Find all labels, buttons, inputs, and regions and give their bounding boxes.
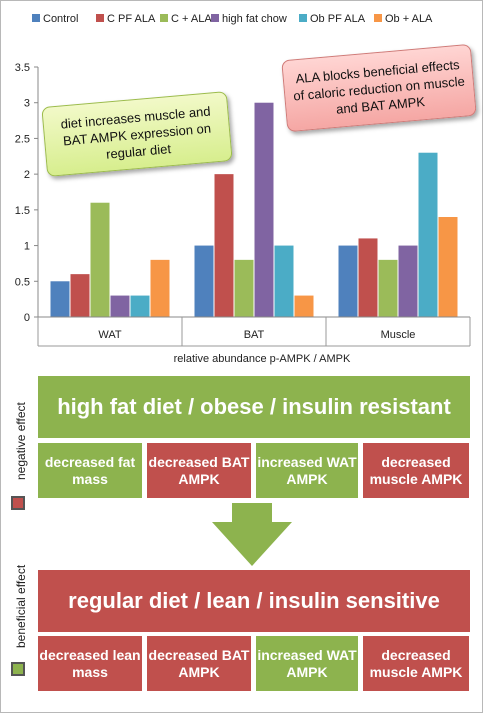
bar-wat-series-5 xyxy=(130,295,150,317)
bottom-cell-3: increased WAT AMPK xyxy=(256,636,358,691)
bottom-condition-box: regular diet / lean / insulin sensitive xyxy=(38,570,470,632)
y-tick-label-2: 1 xyxy=(24,241,30,253)
legend-label-3: C + ALA xyxy=(171,13,212,25)
top-cell-3: increased WAT AMPK xyxy=(256,443,358,498)
bar-bat-series-2 xyxy=(214,174,234,317)
bar-muscle-series-2 xyxy=(358,238,378,317)
negative-effect-label: negative effect xyxy=(14,402,28,480)
legend-swatch-2 xyxy=(96,14,104,22)
legend: Control C PF ALA C + ALA high fat chow Ob PF… xyxy=(32,13,433,25)
bar-wat-series-3 xyxy=(90,202,110,317)
y-tick-label-0: 0 xyxy=(24,312,30,324)
bar-bat-series-3 xyxy=(234,259,254,317)
y-tick-label-4: 2 xyxy=(24,169,30,181)
y-tick-label-7: 3.5 xyxy=(15,62,30,74)
legend-label-4: high fat chow xyxy=(222,13,287,25)
bar-wat-series-4 xyxy=(110,295,130,317)
x-tick-label-wat: WAT xyxy=(98,329,121,341)
x-tick-label-bat: BAT xyxy=(244,329,265,341)
top-cell-1: decreased fat mass xyxy=(38,443,142,498)
beneficial-effect-swatch xyxy=(11,662,25,676)
y-axis: 0 0.5 1 1.5 2 2.5 3 3.5 xyxy=(15,62,39,324)
legend-swatch-1 xyxy=(32,14,40,22)
y-tick-label-3: 1.5 xyxy=(15,205,30,217)
y-tick-label-6: 3 xyxy=(24,98,30,110)
legend-label-2: C PF ALA xyxy=(107,13,156,25)
top-cell-4: decreased muscle AMPK xyxy=(363,443,469,498)
legend-swatch-6 xyxy=(374,14,382,22)
bottom-cell-4: decreased muscle AMPK xyxy=(363,636,469,691)
legend-swatch-4 xyxy=(211,14,219,22)
legend-label-1: Control xyxy=(43,13,78,25)
bar-muscle-series-4 xyxy=(398,245,418,317)
y-tick-label-5: 2.5 xyxy=(15,133,30,145)
bar-muscle-series-1 xyxy=(338,245,358,317)
down-arrow-icon xyxy=(212,503,292,566)
y-tick-label-1: 0.5 xyxy=(15,276,30,288)
bar-bat-series-4 xyxy=(254,102,274,317)
x-tick-label-muscle: Muscle xyxy=(381,329,416,341)
bar-bat-series-1 xyxy=(194,245,214,317)
legend-label-5: Ob PF ALA xyxy=(310,13,366,25)
bar-wat-series-2 xyxy=(70,274,90,317)
bars xyxy=(50,102,458,317)
negative-effect-swatch xyxy=(11,496,25,510)
bar-wat-series-1 xyxy=(50,281,70,317)
legend-swatch-5 xyxy=(299,14,307,22)
legend-swatch-3 xyxy=(160,14,168,22)
bar-wat-series-6 xyxy=(150,259,170,317)
bar-chart: Control C PF ALA C + ALA high fat chow Ob PF… xyxy=(15,13,471,365)
legend-label-6: Ob + ALA xyxy=(385,13,433,25)
bottom-cell-2: decreased BAT AMPK xyxy=(147,636,251,691)
bar-bat-series-6 xyxy=(294,295,314,317)
top-cell-2: decreased BAT AMPK xyxy=(147,443,251,498)
top-condition-box: high fat diet / obese / insulin resistan… xyxy=(38,376,470,438)
x-axis-title: relative abundance p-AMPK / AMPK xyxy=(174,353,351,365)
bar-muscle-series-6 xyxy=(438,217,458,317)
bar-muscle-series-5 xyxy=(418,152,438,317)
x-axis: WAT BAT Muscle xyxy=(37,316,471,347)
bar-bat-series-5 xyxy=(274,245,294,317)
bottom-cell-1: decreased lean mass xyxy=(38,636,142,691)
beneficial-effect-label: beneficial effect xyxy=(14,564,28,648)
bar-muscle-series-3 xyxy=(378,259,398,317)
